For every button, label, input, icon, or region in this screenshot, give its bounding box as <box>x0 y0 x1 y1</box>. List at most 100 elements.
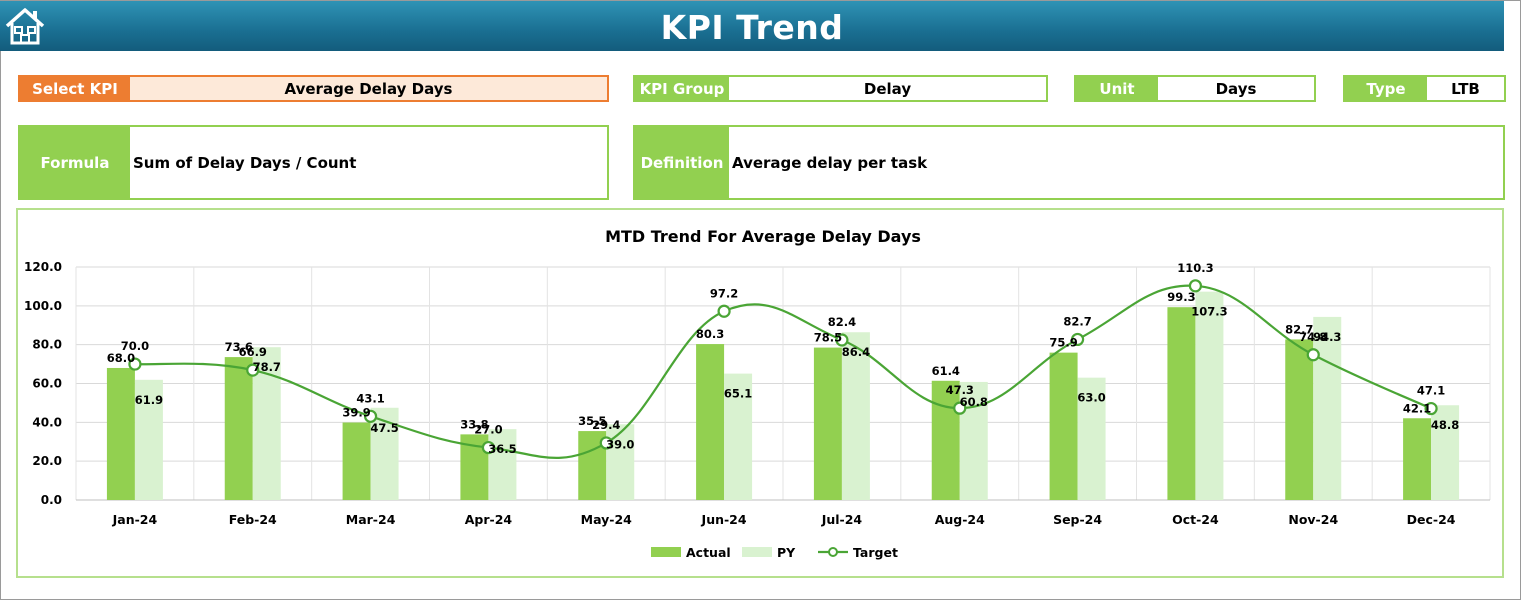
target-marker <box>835 333 849 347</box>
unit-value: Days <box>1215 79 1257 98</box>
y-tick-label: 80.0 <box>32 338 62 352</box>
y-tick-label: 40.0 <box>32 415 62 429</box>
data-label-py: 78.7 <box>253 360 281 374</box>
bar-py <box>134 379 163 500</box>
x-tick-label: Aug-24 <box>935 512 985 527</box>
data-label-actual: 80.3 <box>696 327 724 341</box>
data-label-actual: 35.5 <box>578 414 606 428</box>
y-tick-label: 20.0 <box>32 454 62 468</box>
target-marker <box>1188 279 1203 293</box>
data-label-actual: 39.9 <box>342 406 370 420</box>
x-tick-label: Jul-24 <box>821 512 863 527</box>
data-label-py: 36.5 <box>488 442 516 456</box>
bar-py <box>606 424 635 500</box>
data-label-py: 47.5 <box>370 421 398 435</box>
legend-label-actual: Actual <box>686 545 731 560</box>
data-label-actual: 78.5 <box>814 331 842 345</box>
legend-swatch-actual <box>651 547 681 557</box>
target-marker <box>1424 401 1438 416</box>
trend-chart: MTD Trend For Average Delay Days 68.0 61.… <box>24 227 1491 560</box>
target-marker <box>1070 332 1085 347</box>
bar-actual <box>696 344 725 500</box>
kpi-group-value: Delay <box>863 79 912 98</box>
data-label-target: 47.1 <box>1417 384 1445 398</box>
x-tick-label: Sep-24 <box>1053 512 1102 527</box>
type-label: Type <box>1345 77 1427 100</box>
target-marker <box>246 363 260 377</box>
bar-actual <box>106 367 135 500</box>
data-label-actual: 99.3 <box>1167 290 1195 304</box>
target-marker <box>363 409 378 423</box>
data-label-py: 63.0 <box>1077 391 1105 405</box>
definition-field: Definition Average delay per task <box>633 125 1505 200</box>
data-label-target: 82.4 <box>828 315 856 329</box>
page-title: KPI Trend <box>660 8 844 47</box>
data-label-target: 66.9 <box>239 345 267 359</box>
data-label-target: 70.0 <box>121 339 149 353</box>
select-kpi-value[interactable]: Average Delay Days <box>284 79 453 98</box>
data-label-py: 61.9 <box>135 393 163 407</box>
x-tick-label: Jan-24 <box>112 512 158 527</box>
data-label-py: 107.3 <box>1191 305 1227 319</box>
bar-actual <box>931 380 960 500</box>
target-marker <box>599 436 613 450</box>
type-value: LTB <box>1451 79 1480 98</box>
header-bar: KPI Trend <box>0 1 1504 51</box>
formula-value: Sum of Delay Days / Count <box>133 153 357 172</box>
bar-actual <box>1403 418 1432 500</box>
y-tick-label: 100.0 <box>24 299 62 313</box>
x-tick-label: Mar-24 <box>346 512 396 527</box>
bar-py <box>841 332 870 500</box>
x-tick-label: Feb-24 <box>229 512 277 527</box>
bar-py <box>1195 291 1224 500</box>
data-label-target: 47.3 <box>946 383 974 397</box>
target-marker <box>953 401 967 415</box>
bar-py <box>1077 377 1106 500</box>
home-icon[interactable] <box>3 5 47 47</box>
data-label-target: 27.0 <box>474 423 502 437</box>
data-label-py: 94.3 <box>1313 330 1341 344</box>
x-tick-label: May-24 <box>581 512 633 527</box>
bar-actual <box>1285 339 1314 500</box>
data-label-py: 60.8 <box>960 395 988 409</box>
chart-title: MTD Trend For Average Delay Days <box>605 227 921 246</box>
bar-actual <box>1049 352 1078 500</box>
legend-marker-target <box>828 547 838 557</box>
chart-container: MTD Trend For Average Delay Days 68.0 61.… <box>16 208 1504 578</box>
data-label-py: 39.0 <box>606 437 634 451</box>
x-tick-label: Oct-24 <box>1172 512 1219 527</box>
bar-actual <box>224 357 253 500</box>
data-label-target: 97.2 <box>710 286 738 300</box>
data-label-target: 74.8 <box>1299 330 1327 344</box>
unit-field: Unit Days <box>1074 75 1316 102</box>
bar-py <box>1313 316 1342 500</box>
bar-py <box>959 381 988 500</box>
type-field: Type LTB <box>1343 75 1506 102</box>
data-label-target: 82.7 <box>1063 314 1091 328</box>
select-kpi-field[interactable]: Select KPI Average Delay Days <box>18 75 609 102</box>
data-label-actual: 61.4 <box>932 364 960 378</box>
target-marker <box>1306 348 1320 362</box>
definition-label: Definition <box>635 127 729 198</box>
data-label-actual: 82.7 <box>1285 322 1313 336</box>
x-tick-label: Nov-24 <box>1288 512 1338 527</box>
y-tick-label: 0.0 <box>41 493 62 507</box>
data-label-actual: 33.8 <box>460 417 488 431</box>
unit-label: Unit <box>1076 77 1158 100</box>
data-label-target: 110.3 <box>1177 261 1213 275</box>
data-label-target: 43.1 <box>356 391 384 405</box>
data-label-actual: 73.6 <box>225 340 253 354</box>
formula-field: Formula Sum of Delay Days / Count <box>18 125 609 200</box>
data-label-py: 48.8 <box>1431 418 1459 432</box>
bar-actual <box>342 422 371 500</box>
data-label-py: 86.4 <box>842 345 870 359</box>
kpi-group-label: KPI Group <box>635 77 729 100</box>
data-label-target: 29.4 <box>592 418 620 432</box>
select-kpi-label: Select KPI <box>20 77 130 100</box>
legend-swatch-py <box>742 547 772 557</box>
bar-py <box>1431 405 1460 500</box>
data-label-py: 65.1 <box>724 387 752 401</box>
data-label-actual: 68.0 <box>107 351 135 365</box>
y-tick-label: 60.0 <box>32 377 62 391</box>
data-label-actual: 42.1 <box>1403 401 1431 415</box>
